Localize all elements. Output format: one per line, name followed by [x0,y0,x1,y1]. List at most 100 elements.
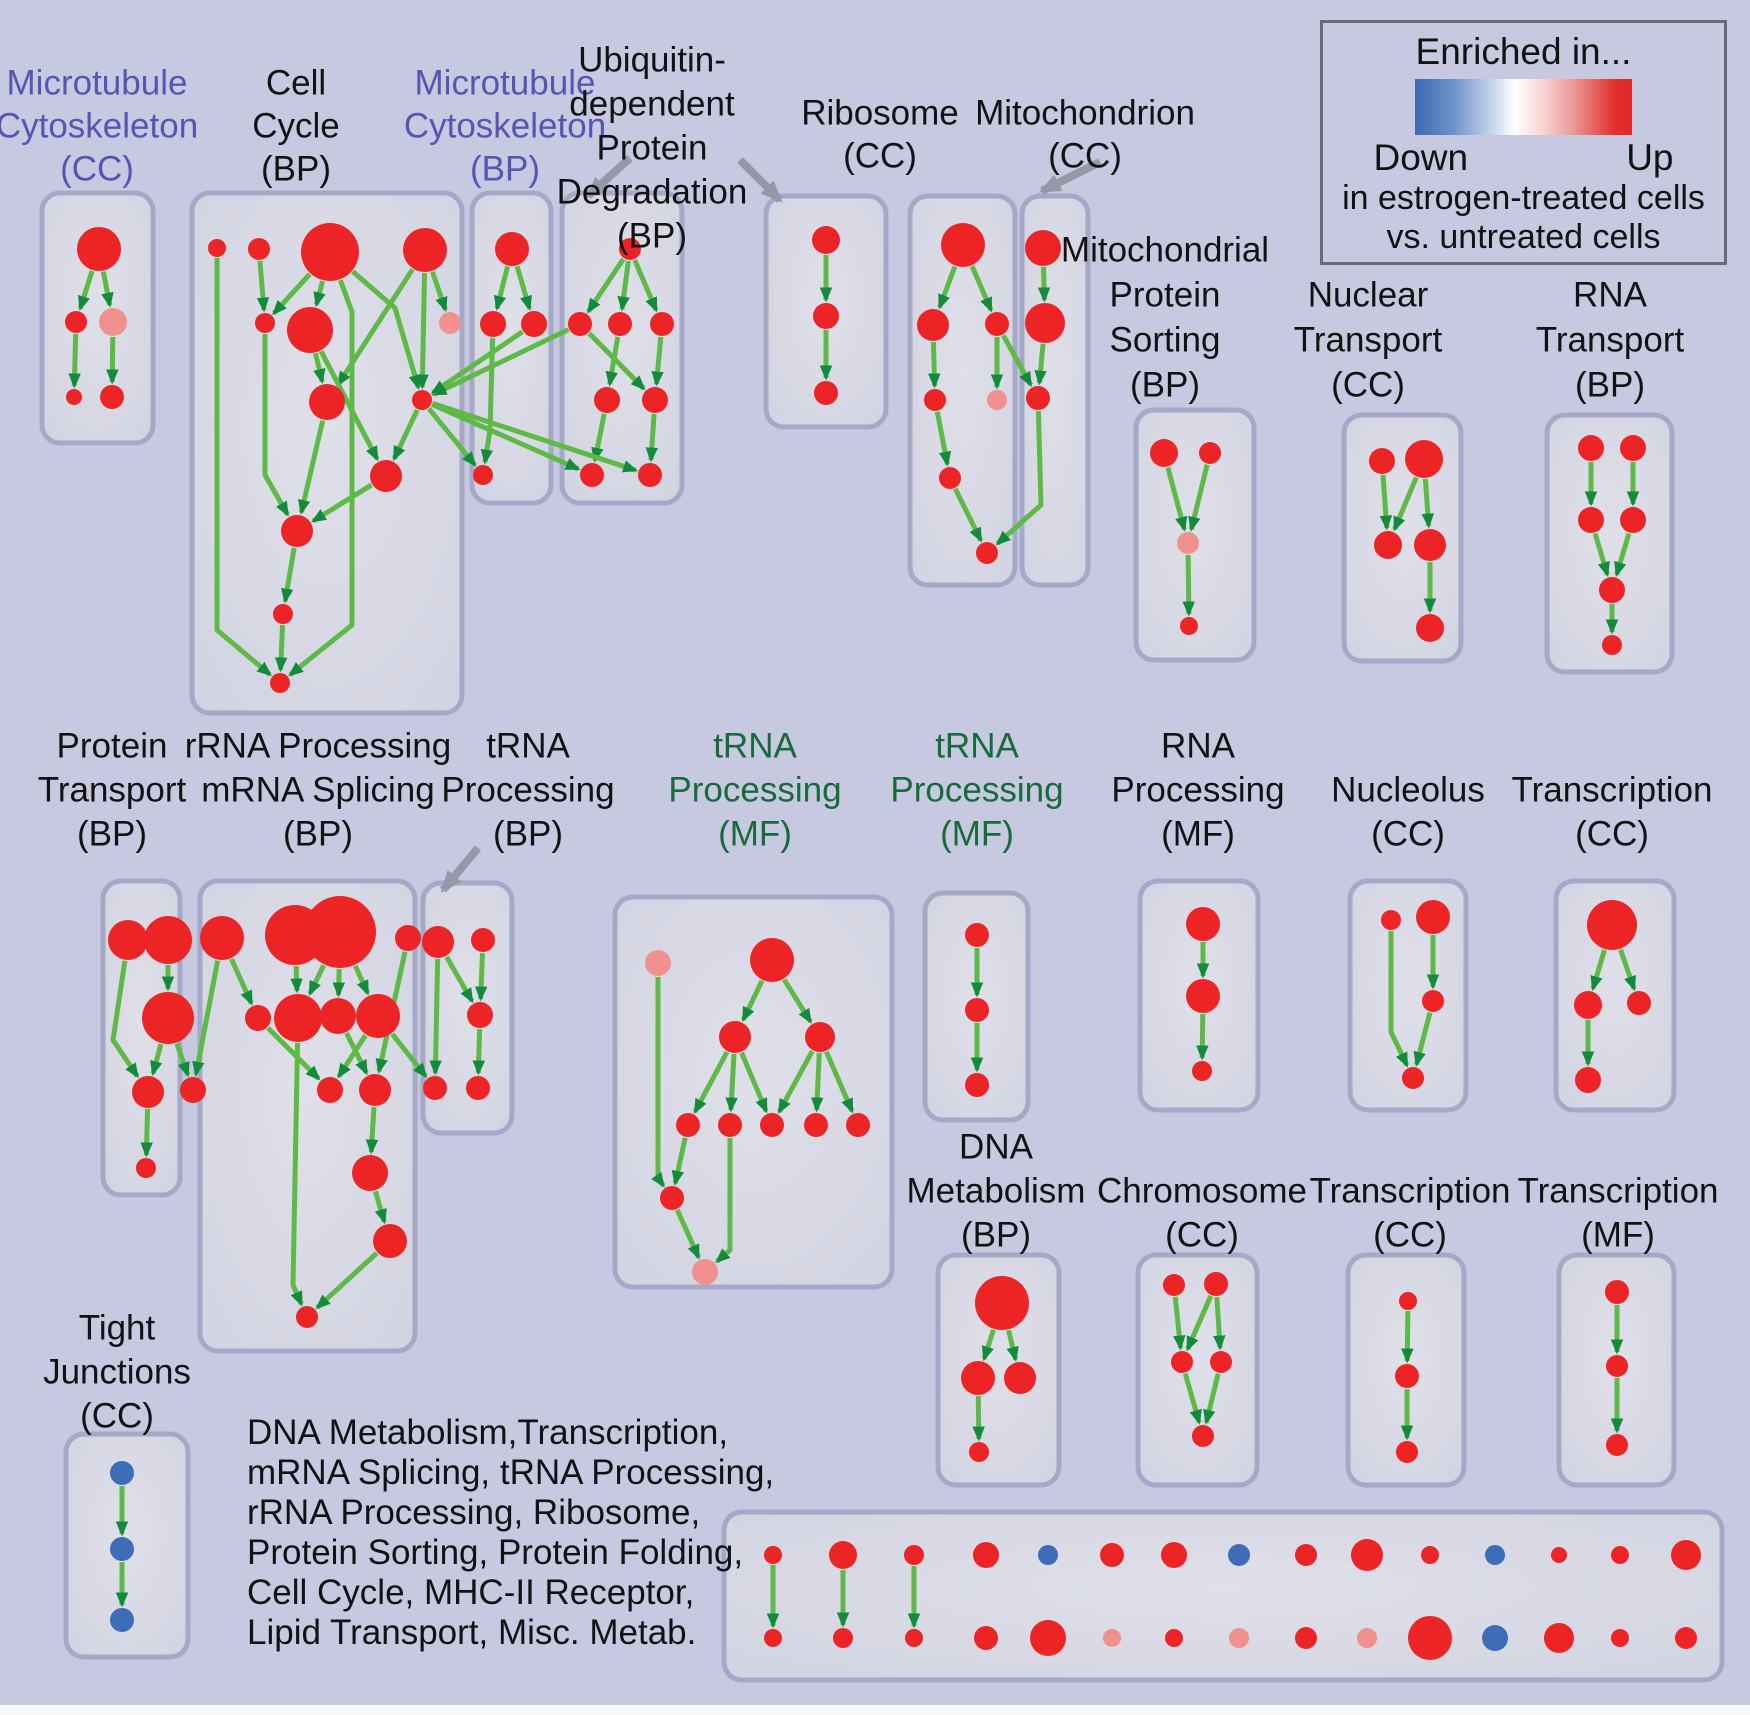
go-term-node-tbp-t2 [471,928,495,952]
go-term-node-dnam-ml [961,1361,995,1395]
go-term-node-rtr-tl [1578,435,1604,461]
cluster-label-line: dependent [569,84,735,123]
go-term-node-strip-b10 [1357,1628,1377,1648]
cluster-label-line: (CC) [60,149,134,188]
edge-arrow [1379,474,1393,531]
edge-arrow [77,270,95,312]
note-line: Cell Cycle, MHC-II Receptor, [247,1573,695,1612]
go-term-node-mt-cc-a [77,227,121,271]
go-term-node-ntr-b [1416,614,1444,642]
edge-arrow [290,1042,304,1307]
go-term-node-tmf1-m2 [750,938,794,982]
edge-arrow [1213,1296,1226,1351]
cluster-label-line: (CC) [1048,136,1122,175]
cluster-label-line: tRNA [486,726,570,765]
go-term-node-rrna-r13 [296,1306,318,1328]
go-term-node-nuc-m [1422,990,1444,1012]
go-term-node-strip-b15 [1675,1627,1697,1649]
edge-arrow [692,1050,730,1114]
edge-arrow [981,1328,996,1362]
go-term-node-ptr-p3 [142,992,194,1044]
go-term-node-strip-b11 [1408,1616,1452,1660]
go-term-node-rrna-r1 [200,916,244,960]
edge-arrow [1203,1373,1221,1425]
edge-arrow [313,352,326,384]
go-term-node-chr-tl [1163,1274,1185,1296]
edge-arrow [150,1043,164,1077]
go-term-node-mt-cc-c [99,308,127,336]
cluster-label-line: rRNA Processing [185,726,451,765]
go-term-node-rrna-r10 [359,1074,391,1106]
go-term-node-ptr-p5 [180,1077,206,1103]
legend-title: Enriched in... [1415,31,1632,72]
go-term-node-mt-cc-b [65,311,87,333]
edge-arrow [1165,466,1188,532]
cluster-label-line: (CC) [1371,814,1445,853]
go-term-node-chr-ml [1171,1351,1193,1373]
edge-arrow [953,487,984,543]
go-term-node-cc-F [287,307,333,353]
edge-arrow [214,258,272,677]
go-term-node-strip-b4 [974,1626,998,1650]
go-term-node-strip-b2 [833,1628,853,1648]
edge-arrow [416,272,429,390]
go-term-node-tmf1-m11 [692,1259,718,1285]
edge-arrow [229,957,254,1006]
note-line: Protein Sorting, Protein Folding, [247,1533,744,1572]
go-term-node-rib-ml [917,309,949,341]
note-line: DNA Metabolism,Transcription, [247,1413,729,1452]
go-term-node-ptr-p4 [132,1076,164,1108]
cluster-box-strip [721,1509,1725,1683]
go-term-node-ntr-tr [1405,440,1443,478]
go-term-node-rpmf-c3 [1192,1061,1212,1081]
cluster-label-line: Microtubule [7,63,188,102]
edge-arrow [1001,334,1033,388]
edge-arrow [1185,1294,1214,1352]
edge-arrow [937,265,958,310]
edge-arrow [1196,1013,1209,1061]
go-term-node-strip-a6 [1100,1543,1124,1567]
go-term-node-mtbp-V [521,311,547,337]
edge-arrow [68,333,81,389]
cluster-label-line: Chromosome [1097,1171,1307,1210]
go-term-node-rtr-mr [1620,507,1646,533]
go-term-node-ntr-tl [1369,448,1395,474]
edge-arrow [587,331,646,391]
cluster-label-line: (CC) [1165,1215,1239,1254]
go-term-node-rpmf-c2 [1186,979,1220,1013]
cluster-label-line: Cell [266,63,326,102]
go-term-node-strip-b12 [1482,1625,1508,1651]
go-term-node-tcc1-ml [1574,991,1602,1019]
edge-arrow [365,1106,379,1155]
cluster-box-rtr [1544,412,1675,675]
edge-arrow [311,482,373,524]
edge-arrow [271,272,312,316]
go-term-node-rtr-b [1602,635,1622,655]
cluster-label-line: (MF) [1581,1215,1655,1254]
go-term-node-cc-J [370,460,402,492]
cluster-label-line: Processing [890,770,1063,809]
edge-arrow [315,1251,379,1310]
go-term-node-tcc2-c [1396,1441,1418,1463]
cluster-label-line: (MF) [940,814,1014,853]
go-term-node-tcc1-t [1587,900,1637,950]
go-term-node-tmf1-m8 [804,1113,828,1137]
edge-arrow [1592,532,1610,578]
cluster-label-line: Transcription [1310,1171,1511,1210]
cluster-label-line: RNA [1573,275,1648,314]
go-term-node-dnam-g [975,1276,1029,1330]
edge-arrow [1172,1296,1186,1351]
edge-arrow [811,1052,824,1113]
go-term-node-strip-a15 [1671,1540,1701,1570]
go-term-node-rrna-r4 [395,925,421,951]
cluster-label-line: Sorting [1110,320,1221,359]
go-term-node-tmf1-m7 [760,1113,784,1137]
edge-arrow [1006,1329,1019,1362]
go-term-node-tcc1-mr [1627,991,1651,1015]
cluster-label-line: (CC) [1331,365,1405,404]
go-term-node-strip-a2 [829,1541,857,1569]
go-term-node-strip-a13 [1551,1547,1567,1563]
cluster-label-line: Processing [1111,770,1284,809]
go-term-node-strip-a12 [1485,1545,1505,1565]
go-term-node-tmf2-c2 [965,998,989,1022]
